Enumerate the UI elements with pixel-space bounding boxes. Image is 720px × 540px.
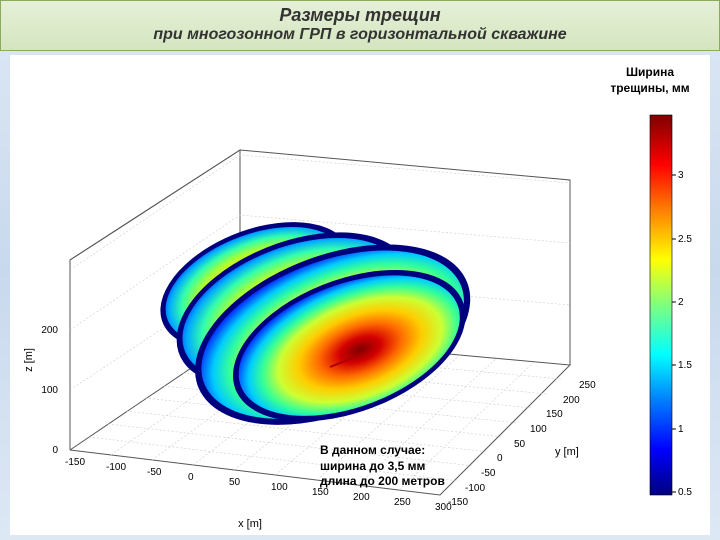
y-ticks: -150 -100 -50 0 50 100 150 200 250 (448, 380, 596, 508)
plot-area: 0 100 200 z [m] -150 -100 -50 0 50 100 1… (10, 55, 710, 535)
z-ticks: 0 100 200 (41, 325, 58, 456)
x-axis-label: x [m] (238, 518, 262, 530)
svg-text:100: 100 (41, 385, 58, 396)
svg-text:-50: -50 (147, 467, 162, 478)
z-axis-label: z [m] (23, 348, 35, 372)
svg-text:200: 200 (563, 395, 580, 406)
svg-text:0.5: 0.5 (678, 487, 692, 498)
colorbar-label: Ширина трещины, мм (605, 65, 695, 96)
svg-text:-50: -50 (481, 468, 496, 479)
svg-text:100: 100 (271, 482, 288, 493)
y-axis-label: y [m] (555, 446, 579, 458)
svg-text:1.5: 1.5 (678, 360, 692, 371)
svg-text:2.5: 2.5 (678, 234, 692, 245)
svg-text:200: 200 (41, 325, 58, 336)
svg-text:-150: -150 (448, 497, 468, 508)
footnote-line: В данном случае: (320, 443, 445, 459)
svg-text:3: 3 (678, 170, 684, 181)
svg-text:0: 0 (52, 445, 58, 456)
svg-text:100: 100 (530, 424, 547, 435)
svg-text:-100: -100 (106, 462, 126, 473)
svg-text:-150: -150 (65, 457, 85, 468)
svg-text:50: 50 (514, 439, 526, 450)
svg-text:-100: -100 (465, 483, 485, 494)
svg-text:1: 1 (678, 424, 684, 435)
title-sub: при многозонном ГРП в горизонтальной скв… (11, 26, 709, 44)
svg-text:0: 0 (497, 453, 503, 464)
colorbar: 0.5 1 1.5 2 2.5 3 (650, 115, 692, 498)
slide-header: Размеры трещин при многозонном ГРП в гор… (0, 0, 720, 51)
svg-text:250: 250 (579, 380, 596, 391)
svg-text:50: 50 (229, 477, 241, 488)
svg-text:2: 2 (678, 297, 684, 308)
svg-text:200: 200 (353, 492, 370, 503)
svg-text:250: 250 (394, 497, 411, 508)
fracture-slices (159, 207, 473, 447)
svg-text:0: 0 (188, 472, 194, 483)
footnote: В данном случае: ширина до 3,5 мм длина … (320, 443, 445, 490)
footnote-line: ширина до 3,5 мм (320, 459, 445, 475)
footnote-line: длина до 200 метров (320, 474, 445, 490)
title-main: Размеры трещин (11, 5, 709, 26)
svg-text:150: 150 (546, 409, 563, 420)
